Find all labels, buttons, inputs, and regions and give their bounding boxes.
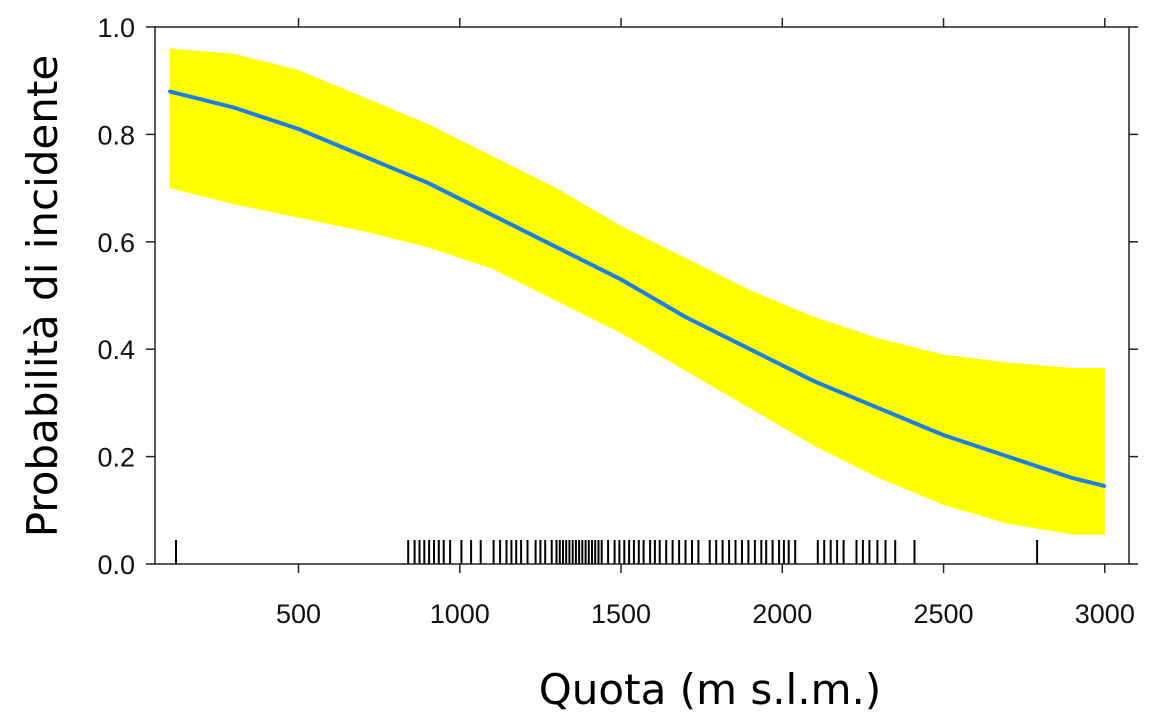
fit-point — [942, 433, 946, 437]
fit-point — [361, 154, 365, 158]
x-axis: 500 1000 1500 2000 2500 3000 — [276, 18, 1135, 629]
x-tick-label: 1500 — [591, 599, 651, 629]
y-axis-title: Probabilità di incidente — [18, 55, 67, 537]
confidence-band-layer — [169, 48, 1105, 535]
fit-point — [619, 277, 623, 281]
fit-point — [426, 181, 429, 185]
fit-point — [555, 245, 558, 249]
fit-point — [748, 347, 752, 351]
fit-point — [1103, 484, 1107, 488]
fit-point — [684, 315, 687, 319]
fit-point — [1071, 476, 1075, 480]
x-tick-label: 3000 — [1075, 599, 1135, 629]
y-tick-label: 0.6 — [97, 228, 135, 258]
fit-point — [297, 127, 300, 131]
fit-point — [490, 213, 494, 217]
x-axis-title: Quota (m s.l.m.) — [539, 665, 881, 714]
y-tick-label: 0.8 — [97, 120, 135, 150]
y-tick-label: 0.4 — [97, 335, 135, 365]
fit-point — [232, 106, 236, 110]
fit-line-layer — [168, 89, 1107, 489]
fit-point — [1006, 455, 1010, 459]
y-tick-label: 1.0 — [97, 13, 135, 43]
y-tick-label: 0.0 — [97, 550, 135, 580]
x-tick-label: 2000 — [752, 599, 812, 629]
fit-point — [813, 379, 816, 383]
fit-point — [877, 406, 881, 410]
x-tick-label: 2500 — [914, 599, 974, 629]
fit-point — [168, 89, 171, 93]
x-tick-label: 1000 — [430, 599, 490, 629]
rug-layer — [175, 540, 1039, 564]
confidence-band — [169, 48, 1105, 535]
fit-line — [169, 89, 1106, 489]
y-axis: 0.0 0.2 0.4 0.6 0.8 1.0 — [97, 13, 1138, 580]
x-tick-label: 500 — [276, 599, 321, 629]
y-tick-label: 0.2 — [97, 443, 135, 473]
plot-frame — [154, 26, 1130, 565]
